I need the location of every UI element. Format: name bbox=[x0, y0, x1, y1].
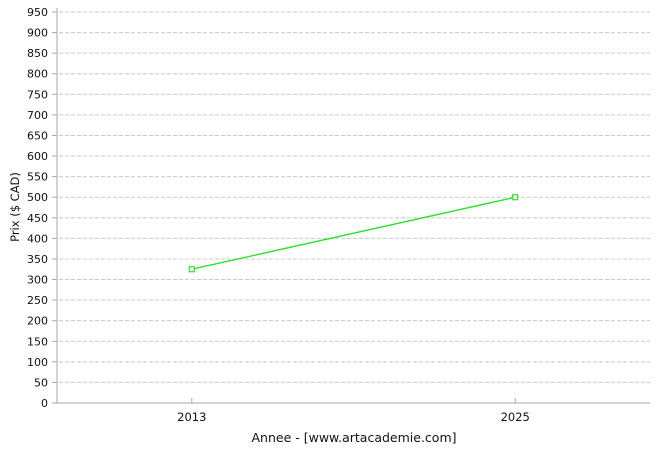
y-tick-label: 450 bbox=[27, 212, 48, 225]
x-axis-caption: Annee - [www.artacademie.com] bbox=[251, 430, 457, 445]
y-tick-label: 350 bbox=[27, 253, 48, 266]
y-tick-label: 100 bbox=[27, 356, 48, 369]
y-tick-label: 950 bbox=[27, 6, 48, 19]
y-tick-label: 900 bbox=[27, 27, 48, 40]
data-point-marker bbox=[188, 266, 195, 273]
y-tick-label: 600 bbox=[27, 150, 48, 163]
y-tick-label: 150 bbox=[27, 335, 48, 348]
y-tick-label: 250 bbox=[27, 294, 48, 307]
y-tick-label: 50 bbox=[34, 376, 48, 389]
y-tick-label: 200 bbox=[27, 315, 48, 328]
data-point-marker bbox=[512, 194, 519, 201]
y-tick-label: 0 bbox=[41, 397, 48, 410]
y-tick-label: 300 bbox=[27, 274, 48, 287]
x-tick-label: 2025 bbox=[501, 410, 530, 424]
y-tick-label: 750 bbox=[27, 88, 48, 101]
y-axis-title: Prix ($ CAD) bbox=[8, 172, 22, 242]
x-tick-label: 2013 bbox=[177, 410, 206, 424]
y-tick-label: 400 bbox=[27, 232, 48, 245]
y-tick-label: 850 bbox=[27, 47, 48, 60]
y-tick-label: 700 bbox=[27, 109, 48, 122]
y-tick-label: 500 bbox=[27, 191, 48, 204]
y-tick-label: 550 bbox=[27, 171, 48, 184]
y-tick-label: 800 bbox=[27, 68, 48, 81]
y-tick-label: 650 bbox=[27, 129, 48, 142]
data-line bbox=[191, 196, 516, 270]
